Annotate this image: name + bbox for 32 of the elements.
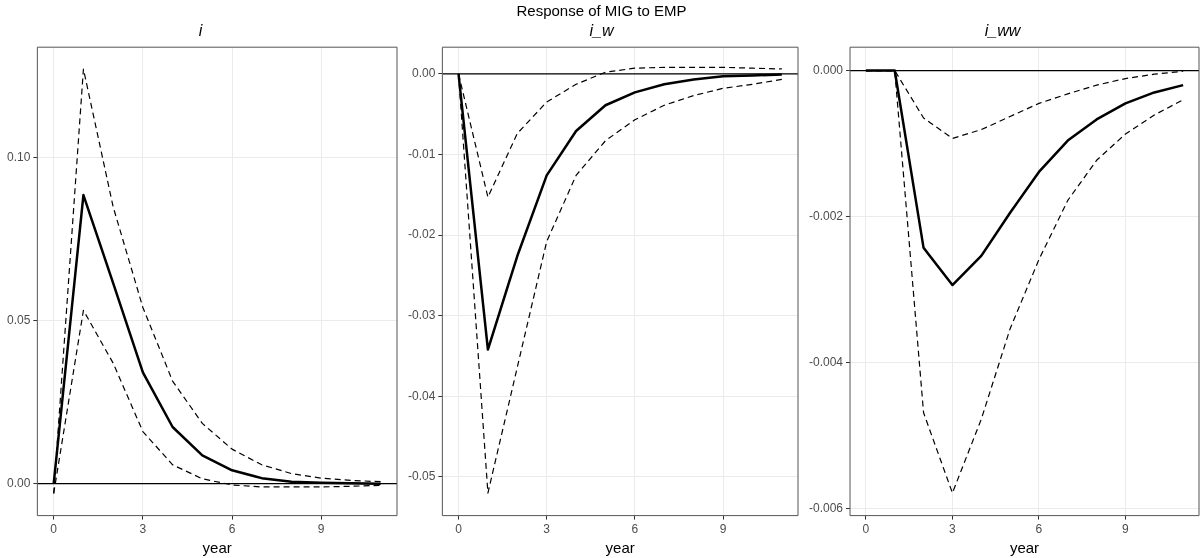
y-tick-label: -0.004 (808, 354, 844, 369)
x-axis-title: year (605, 539, 635, 557)
x-tick-label: 0 (50, 522, 58, 537)
x-axis-title: year (202, 539, 232, 557)
chart-title: i (198, 22, 203, 40)
x-tick-label: 6 (631, 522, 639, 537)
y-tick-label: 0.10 (7, 150, 31, 165)
x-tick-label: 9 (719, 522, 727, 537)
y-tick-label: -0.01 (407, 146, 436, 161)
x-tick-label: 9 (317, 522, 325, 537)
y-tick-label: -0.05 (407, 469, 436, 484)
x-axis-title: year (1009, 539, 1040, 557)
x-tick-label: 6 (228, 522, 236, 537)
x-tick-label: 0 (455, 522, 463, 537)
x-tick-label: 3 (949, 522, 957, 537)
y-tick-label: -0.006 (808, 500, 844, 515)
y-tick-label: 0.05 (7, 313, 31, 328)
y-tick-label: -0.002 (808, 208, 844, 223)
y-tick-label: 0.000 (812, 62, 844, 77)
y-tick-label: -0.03 (407, 307, 436, 322)
y-tick-label: -0.02 (407, 227, 436, 242)
chart-title: i_ww (984, 22, 1022, 40)
y-tick-label: 0.00 (411, 66, 436, 81)
text: Response of MIG to EMP (515, 2, 688, 19)
y-tick-label: 0.00 (7, 475, 31, 490)
x-tick-label: 3 (139, 522, 147, 537)
chart-title: i_w (589, 22, 615, 40)
x-tick-label: 0 (862, 522, 870, 537)
x-tick-label: 9 (1122, 522, 1130, 537)
x-tick-label: 3 (543, 522, 551, 537)
y-tick-label: -0.04 (407, 388, 436, 403)
x-tick-label: 6 (1035, 522, 1043, 537)
